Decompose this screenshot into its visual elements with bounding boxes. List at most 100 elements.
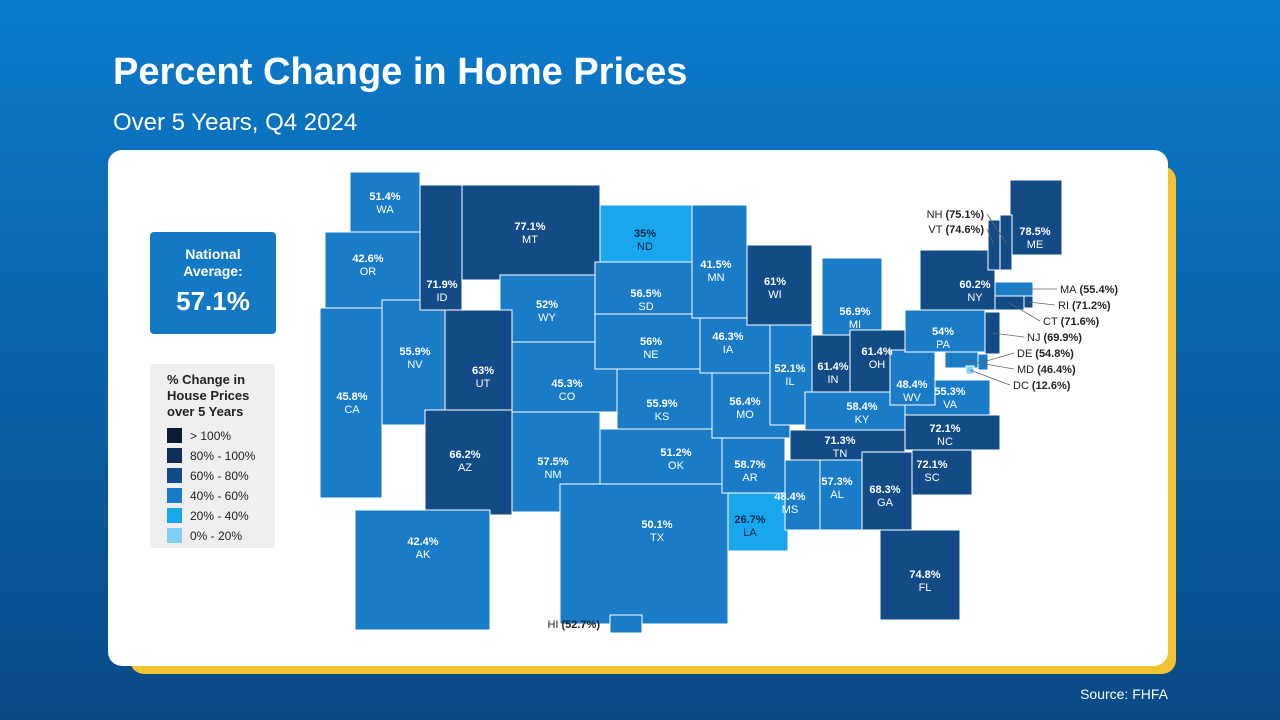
legend-swatch [167, 428, 182, 443]
state-code: TX [650, 532, 665, 544]
state-code: AZ [458, 462, 472, 474]
national-box [150, 232, 276, 334]
state-value-label: (55.4%) [1080, 284, 1119, 296]
state-code: OH [869, 359, 886, 371]
state [559, 483, 729, 625]
state [889, 349, 936, 406]
state-value-label: 63% [472, 365, 494, 377]
state-code: WA [376, 204, 394, 216]
state-code: SC [924, 472, 939, 484]
state-value-label: 50.1% [641, 519, 672, 531]
state-value-label: 41.5% [700, 259, 731, 271]
state-callout: DE (54.8%) [1017, 348, 1074, 360]
state [616, 368, 713, 430]
state [444, 309, 513, 411]
legend-swatch [167, 468, 182, 483]
legend-swatch [167, 448, 182, 463]
state-code: NH [927, 209, 943, 221]
state-callout: MD (46.4%) [1017, 364, 1076, 376]
title: Percent Change in Home Prices [113, 51, 687, 93]
national-value: 57.1% [176, 286, 250, 316]
state [424, 409, 513, 516]
state [419, 184, 463, 311]
callout-line [982, 352, 1015, 363]
state-code: MO [736, 409, 754, 421]
state-value-label: (54.8%) [1035, 348, 1074, 360]
legend-label: 60% - 80% [190, 469, 249, 483]
state-code: NY [967, 292, 983, 304]
legend-title: % Change in House Prices over 5 Years [167, 372, 249, 419]
state-code: ND [637, 241, 653, 253]
state-code: WY [538, 312, 556, 324]
state-value-label: 78.5% [1019, 226, 1050, 238]
state-code: HI [547, 619, 558, 631]
state-code: AR [742, 472, 757, 484]
national-title: National Average: [183, 246, 242, 279]
state-value-label: (74.6%) [945, 224, 984, 236]
state-value-label: 74.8% [909, 569, 940, 581]
state-value-label: 68.3% [869, 484, 900, 496]
legend-label: 80% - 100% [190, 449, 256, 463]
state-value-label: (75.1%) [945, 209, 984, 221]
state-code: VA [943, 399, 958, 411]
state-value-label: 48.4% [896, 379, 927, 391]
state-value-label: 60.2% [959, 279, 990, 291]
state-value-label: 77.1% [514, 221, 545, 233]
state [461, 184, 601, 281]
state-code: FL [919, 582, 932, 594]
state [324, 231, 426, 309]
state-callout: MA (55.4%) [1060, 284, 1118, 296]
state-value-label: (69.9%) [1043, 332, 1082, 344]
state [919, 249, 996, 311]
state-value-label: 51.4% [369, 191, 400, 203]
state-value-label: 54% [932, 326, 954, 338]
state-value-label: 61.4% [861, 346, 892, 358]
state-code: IN [828, 374, 839, 386]
callout-line [961, 359, 1015, 370]
state-code: DC [1013, 380, 1029, 392]
legend-swatch [167, 528, 182, 543]
state-code: TN [833, 448, 848, 460]
subtitle: Over 5 Years, Q4 2024 [113, 109, 357, 136]
state-code: LA [743, 527, 757, 539]
state-value-label: 42.6% [352, 253, 383, 265]
state-callout: CT (71.6%) [1043, 316, 1100, 328]
state-code: NC [937, 436, 953, 448]
state-value-label: 71.3% [824, 435, 855, 447]
state-value-label: 56.5% [630, 288, 661, 300]
state-code: PA [936, 339, 951, 351]
state-value-label: 51.2% [660, 447, 691, 459]
state-value-label: 58.7% [734, 459, 765, 471]
state-value-label: 66.2% [449, 449, 480, 461]
state-code: MA [1060, 284, 1077, 296]
state [599, 204, 693, 263]
state [861, 451, 913, 531]
state-value-label: 57.3% [821, 476, 852, 488]
state-value-label: (12.6%) [1032, 380, 1071, 392]
legend-label: 20% - 40% [190, 509, 249, 523]
state [1009, 179, 1063, 256]
source: Source: FHFA [1080, 686, 1169, 702]
legend-label: > 100% [190, 429, 231, 443]
state [819, 459, 863, 531]
state-code: VT [928, 224, 942, 236]
state-code: GA [877, 497, 894, 509]
state-value-label: 61% [764, 276, 786, 288]
callout-line [969, 369, 1011, 386]
state-value-label: 52.1% [774, 363, 805, 375]
state-code: IL [785, 376, 794, 388]
state-code: MS [782, 504, 799, 516]
state-code: ID [437, 292, 448, 304]
callout-line [986, 213, 1007, 243]
state-value-label: 56.4% [729, 396, 760, 408]
state-value-label: 72.1% [916, 459, 947, 471]
state-callout: NH (75.1%) [927, 209, 985, 221]
state-callout: NJ (69.9%) [1027, 332, 1082, 344]
state-code: OR [360, 266, 377, 278]
state [594, 261, 696, 315]
state-code: CT [1043, 316, 1058, 328]
callout-line [992, 332, 1025, 338]
state-code: SD [638, 301, 653, 313]
state [784, 459, 821, 531]
